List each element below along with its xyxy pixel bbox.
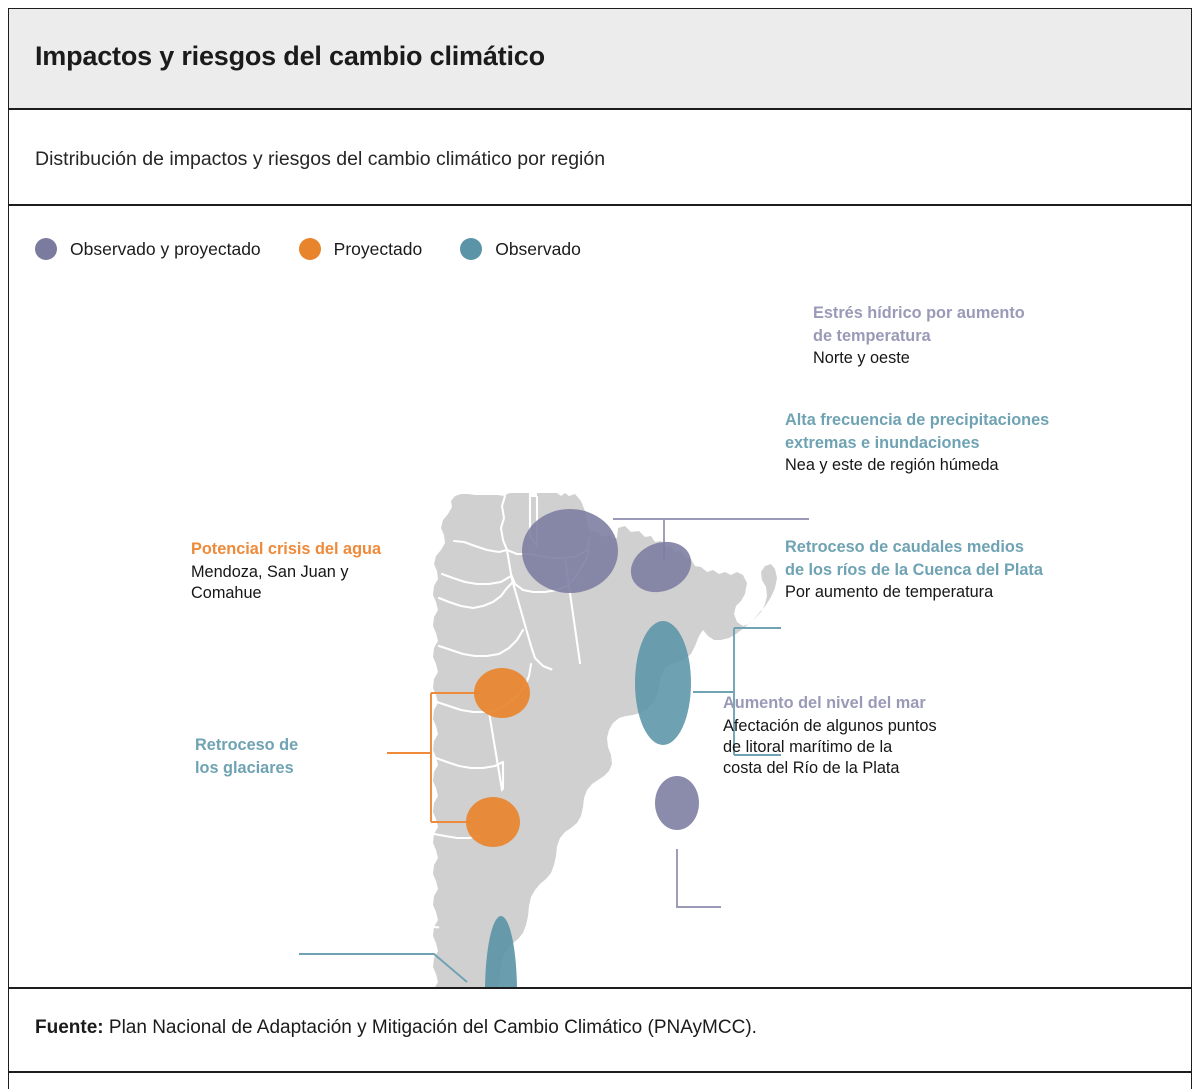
source-line: Fuente: Plan Nacional de Adaptación y Mi… xyxy=(35,1017,757,1039)
annotation-precipitaciones-extremas: Alta frecuencia de precipitaciones extre… xyxy=(785,410,1049,476)
legend-label: Observado xyxy=(495,238,581,259)
annotation-detail-line: Norte y oeste xyxy=(813,349,910,367)
annotation-crisis-agua: Potencial crisis del agua Mendoza, San J… xyxy=(191,539,381,604)
legend-label: Observado y proyectado xyxy=(70,238,261,259)
annotation-headline-line: Retroceso de caudales medios xyxy=(785,538,1024,556)
annotation-headline-line: extremas e inundaciones xyxy=(785,433,980,452)
marker-rio-de-la-plata[interactable] xyxy=(655,776,699,830)
marker-glaciares[interactable] xyxy=(485,916,517,987)
legend-item-observado-y-proyectado[interactable]: Observado y proyectado xyxy=(35,238,261,260)
annotation-headline-line: de temperatura xyxy=(813,326,931,345)
annotation-headline-line: los glaciares xyxy=(195,758,294,777)
connector-glaciares xyxy=(299,953,468,983)
connector-nivel-mar xyxy=(676,849,721,908)
source-label: Fuente: xyxy=(35,1017,104,1038)
marker-noa-norte[interactable] xyxy=(522,509,618,593)
annotation-headline-line: de los ríos de la Cuenca del Plata xyxy=(785,560,1043,579)
page-title: Impactos y riesgos del cambio climático xyxy=(35,41,545,71)
connector-crisis-agua xyxy=(387,692,479,823)
connector-precipitaciones-caudales xyxy=(693,627,781,756)
legend-swatch-teal xyxy=(460,238,483,260)
annotation-detail-line: costa del Río de la Plata xyxy=(723,758,900,777)
annotation-detail-line: Comahue xyxy=(191,583,262,602)
impact-markers xyxy=(466,509,699,987)
chart-band: Observado y proyectado Proyectado Observ… xyxy=(8,205,1192,988)
legend: Observado y proyectado Proyectado Observ… xyxy=(35,238,619,260)
legend-swatch-purple xyxy=(35,238,57,260)
annotation-detail-line: Mendoza, San Juan y xyxy=(191,562,349,581)
annotation-detail-line: de litoral marítimo de la xyxy=(723,737,893,756)
annotation-retroceso-caudales: Retroceso de caudales medios de los ríos… xyxy=(785,537,1043,603)
annotation-headline-line: Retroceso de xyxy=(195,736,299,754)
annotation-headline-line: Estrés hídrico por aumento xyxy=(813,304,1025,322)
title-band: Impactos y riesgos del cambio climático xyxy=(8,8,1192,109)
annotation-estres-hidrico: Estrés hídrico por aumento de temperatur… xyxy=(813,303,1025,369)
marker-comahue[interactable] xyxy=(466,797,520,847)
annotation-glaciares: Retroceso de los glaciares xyxy=(195,735,298,780)
legend-item-proyectado[interactable]: Proyectado xyxy=(298,238,423,260)
source-value: Plan Nacional de Adaptación y Mitigación… xyxy=(108,1017,757,1038)
marker-litoral[interactable] xyxy=(635,621,691,745)
annotation-headline-line: Potencial crisis del agua xyxy=(191,540,382,558)
annotation-detail-line: Nea y este de región húmeda xyxy=(785,456,999,474)
annotation-headline-line: Aumento del nivel del mar xyxy=(723,694,926,712)
bottom-frame xyxy=(8,1072,1192,1089)
map-stage xyxy=(9,206,1193,987)
annotation-detail-line: Afectación de algunos puntos xyxy=(723,716,937,735)
marker-nea-chaco[interactable] xyxy=(623,533,698,601)
legend-swatch-orange xyxy=(298,238,321,260)
marker-cuyo[interactable] xyxy=(474,668,530,718)
subtitle-band: Distribución de impactos y riesgos del c… xyxy=(8,109,1192,205)
legend-label: Proyectado xyxy=(333,238,423,259)
legend-item-observado[interactable]: Observado xyxy=(460,238,581,260)
argentina-map-svg xyxy=(299,491,809,987)
argentina-mainland-shape xyxy=(433,493,777,987)
annotation-nivel-mar: Aumento del nivel del mar Afectación de … xyxy=(723,693,937,779)
annotation-headline-line: Alta frecuencia de precipitaciones xyxy=(785,411,1050,429)
annotation-detail-line: Por aumento de temperatura xyxy=(785,583,994,601)
source-band: Fuente: Plan Nacional de Adaptación y Mi… xyxy=(8,988,1192,1072)
chart-subtitle: Distribución de impactos y riesgos del c… xyxy=(35,148,606,170)
